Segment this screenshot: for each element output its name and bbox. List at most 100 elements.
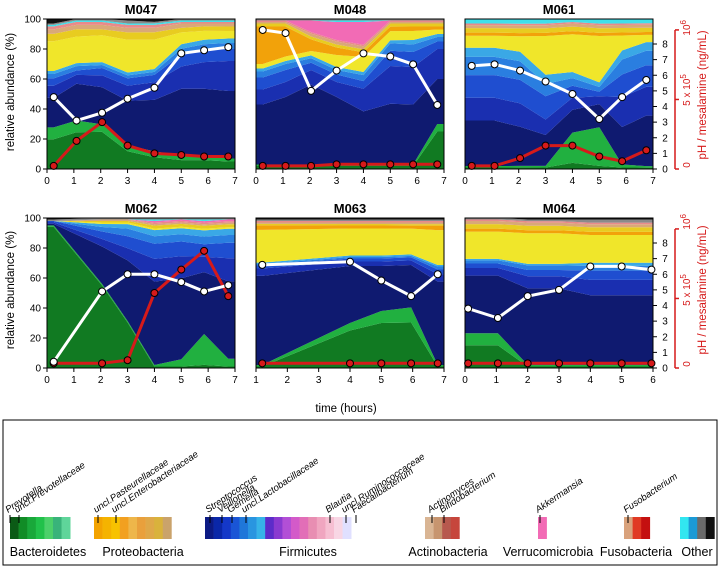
abundance-layer [47, 19, 235, 25]
ph-point [516, 66, 525, 75]
ph-series [467, 60, 651, 123]
x-tick-label: 4 [361, 176, 367, 187]
legend-swatch [230, 517, 240, 539]
mesalamine-point [200, 152, 209, 161]
ph-tick-label: 2 [662, 332, 668, 343]
x-tick-label: 2 [98, 375, 104, 386]
legend-swatch [450, 517, 460, 539]
x-tick-label: 1 [494, 375, 500, 386]
x-tick-label: 4 [588, 375, 594, 386]
legend-swatch [145, 517, 155, 539]
x-tick-label: 6 [205, 176, 211, 187]
x-tick-label: 0 [462, 375, 468, 386]
mes-tick-top: 106 [679, 213, 693, 229]
y-tick-label: 0 [35, 364, 41, 375]
ph-point [433, 100, 442, 109]
abundance-layer [47, 221, 235, 229]
x-tick-label: 3 [556, 375, 562, 386]
ph-point [224, 43, 233, 52]
taxon-label: uncl.Enterobacteriaceae [110, 449, 201, 515]
legend-swatch [154, 517, 164, 539]
mesalamine-point [433, 160, 442, 169]
legend-swatch [299, 517, 309, 539]
mesalamine-point [386, 160, 395, 169]
legend-swatch [256, 517, 266, 539]
panel-frame [46, 18, 236, 170]
mesalamine-point [464, 359, 473, 368]
x-tick-label: 7 [441, 176, 447, 187]
legend-group: Other [680, 517, 715, 559]
mesalamine-point [595, 152, 604, 161]
abundance-layer [465, 263, 653, 280]
ph-series [464, 262, 656, 322]
ph-point [595, 115, 604, 123]
ph-point [98, 108, 107, 117]
abundance-layer [47, 219, 235, 222]
ph-line [262, 28, 439, 106]
mesalamine-series [467, 141, 651, 170]
legend-swatch [433, 517, 443, 539]
y-tick-label: 0 [35, 165, 41, 176]
x-tick-label: 4 [152, 375, 158, 386]
ph-point [281, 29, 290, 38]
mesalamine-point [586, 359, 595, 368]
abundance-areas [47, 218, 235, 368]
abundance-layer [47, 221, 235, 231]
legend-swatch [18, 517, 28, 539]
mesalamine-point [409, 160, 418, 169]
abundance-layer [47, 131, 235, 169]
panel-frame [255, 18, 445, 170]
mesalamine-point [150, 149, 159, 158]
mes-tick-zero: 0 [682, 162, 693, 168]
mes-tick-top: 106 [679, 19, 693, 35]
mes-scale-bottom: 106 5 x 105 0 [679, 213, 693, 366]
y-tick-label: 80 [30, 244, 42, 255]
abundance-layer [47, 20, 235, 27]
ph-tick-label: 1 [662, 149, 668, 160]
mesalamine-point [359, 160, 368, 169]
abundance-layer [465, 231, 653, 264]
ph-point [177, 278, 186, 287]
panel-title: M047 [125, 2, 158, 17]
ph-point [359, 49, 368, 58]
legend: Bacteroidetes Proteobacteria Firmicutes Act… [4, 449, 715, 559]
x-tick-label: 0 [462, 176, 468, 187]
x-tick-label: 3 [543, 176, 549, 187]
legend-swatch [308, 517, 318, 539]
mesalamine-point [407, 359, 416, 368]
x-tick-label: 2 [516, 176, 522, 187]
abundance-layer [465, 26, 653, 34]
mesalamine-point [642, 146, 651, 155]
abundance-layer [256, 26, 444, 64]
y-tick-label: 60 [30, 75, 42, 86]
abundance-layer [256, 29, 444, 72]
abundance-layer [256, 34, 444, 76]
ph-tick-label: 7 [662, 254, 668, 265]
legend-swatch [111, 517, 121, 539]
abundance-layer [465, 221, 653, 228]
x-tick-label: 0 [253, 176, 259, 187]
ph-point [98, 287, 107, 296]
ph-point [224, 281, 233, 290]
legend-swatch [10, 517, 19, 539]
legend-group-label: Verrucomicrobia [503, 545, 593, 559]
abundance-layer [47, 221, 235, 245]
abundance-layer [47, 83, 235, 159]
legend-swatch [697, 517, 707, 539]
y-tick-label: 60 [30, 274, 42, 285]
legend-swatch [239, 517, 249, 539]
abundance-layer [47, 221, 235, 259]
abundance-layer [256, 23, 444, 53]
abundance-layer [465, 86, 653, 135]
mesalamine-point [123, 141, 132, 150]
x-tick-label: 7 [441, 375, 447, 386]
abundance-layer [465, 34, 653, 83]
mes-tick-zero: 0 [682, 361, 693, 367]
x-tick-label: 2 [98, 176, 104, 187]
x-tick-label: 7 [650, 176, 656, 187]
abundance-areas [465, 218, 653, 368]
mesalamine-point [555, 359, 563, 368]
ph-tick-label: 3 [662, 317, 668, 328]
